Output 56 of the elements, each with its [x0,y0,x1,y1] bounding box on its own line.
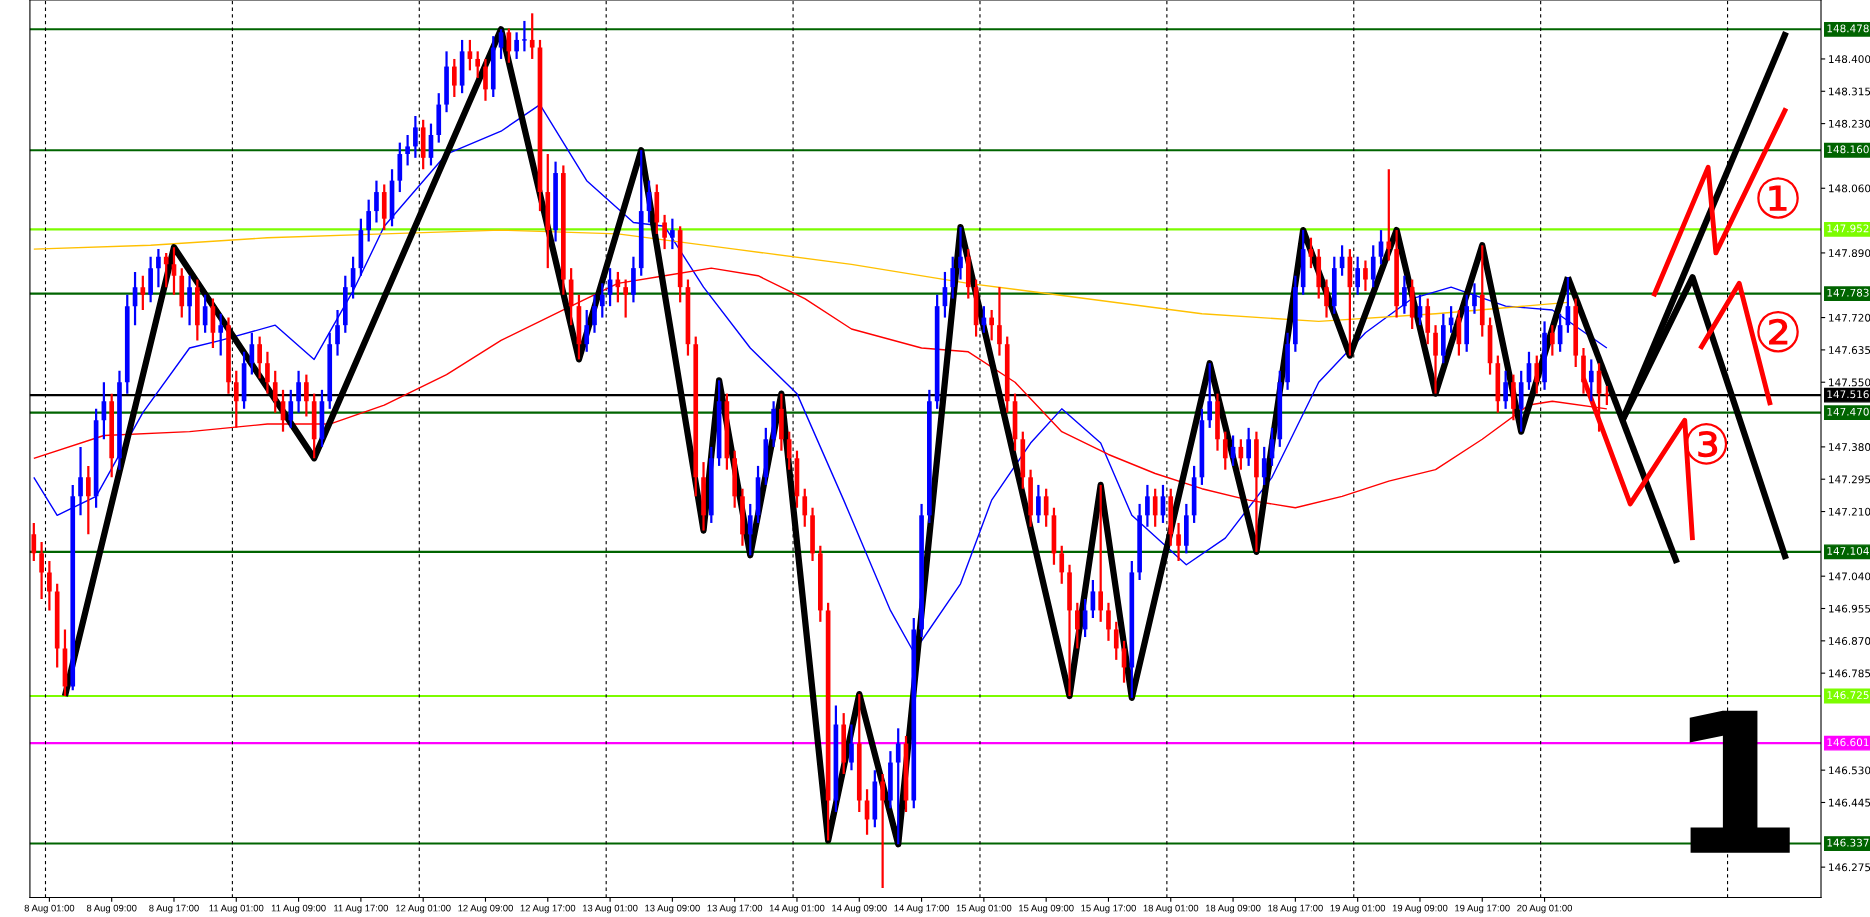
y-tick-label: 147.210 [1829,507,1870,516]
y-tick-label: 148.315 [1829,87,1870,96]
x-tick-label: 8 Aug 01:00 [24,904,75,914]
x-tick-label: 14 Aug 09:00 [832,904,887,914]
x-tick-label: 12 Aug 01:00 [396,904,451,914]
y-tick-label: 147.550 [1829,378,1870,387]
y-tick-label: 148.060 [1829,184,1870,193]
y-tick-label: 146.870 [1829,637,1870,645]
y-tick-label: 147.295 [1829,475,1870,484]
y-tick-label: 146.955 [1829,604,1870,613]
x-tick-label: 11 Aug 01:00 [209,904,264,914]
x-tick-label: 8 Aug 09:00 [86,904,137,914]
y-tick-label: 146.275 [1829,863,1870,872]
ref-line-label: 148.478 [1827,24,1869,33]
y-tick-label: 148.400 [1829,55,1870,64]
y-tick-label: 147.040 [1829,572,1870,581]
ref-line-label: 147.952 [1827,224,1869,233]
x-tick-label: 18 Aug 17:00 [1268,904,1323,914]
x-tick-label: 14 Aug 01:00 [769,904,825,914]
x-tick-label: 13 Aug 01:00 [582,904,638,914]
y-tick-label: 148.230 [1829,119,1870,128]
annotation: ② [1757,310,1799,353]
x-tick-label: 18 Aug 01:00 [1143,904,1199,914]
x-tick-label: 13 Aug 09:00 [645,904,700,914]
y-tick-label: 147.720 [1829,313,1870,322]
ref-line-label: 146.725 [1827,691,1869,700]
ref-line-label: 147.470 [1827,407,1869,416]
annotation: 1 [1689,710,1790,853]
y-tick-label: 147.890 [1829,249,1870,258]
ref-line-label: 146.337 [1827,838,1869,847]
y-tick-label: 147.380 [1829,443,1870,451]
ref-line-label: 147.104 [1827,546,1869,555]
x-tick-label: 15 Aug 17:00 [1081,904,1136,914]
x-tick-label: 19 Aug 01:00 [1330,904,1386,914]
x-tick-label: 18 Aug 09:00 [1205,904,1261,914]
y-tick-label: 146.445 [1829,798,1870,807]
x-tick-label: 19 Aug 09:00 [1392,904,1448,914]
ref-line-label: 147.516 [1827,390,1869,399]
x-tick-label: 14 Aug 17:00 [894,904,950,914]
x-tick-label: 12 Aug 09:00 [458,904,513,914]
x-tick-label: 20 Aug 01:00 [1517,904,1573,914]
x-tick-label: 12 Aug 17:00 [520,904,576,914]
ref-line-label: 148.160 [1827,145,1869,154]
x-tick-label: 11 Aug 09:00 [271,904,326,914]
x-tick-label: 19 Aug 17:00 [1455,904,1510,914]
x-tick-label: 11 Aug 17:00 [334,904,388,914]
y-tick-label: 147.635 [1829,346,1870,354]
x-tick-label: 15 Aug 01:00 [956,904,1012,914]
x-tick-label: 13 Aug 17:00 [707,904,763,914]
y-tick-label: 146.785 [1829,669,1870,678]
y-tick-label: 146.530 [1829,766,1870,775]
ref-line-label: 147.783 [1827,288,1869,297]
ref-line-label: 146.601 [1827,738,1869,747]
x-tick-label: 15 Aug 09:00 [1019,904,1074,914]
x-tick-label: 8 Aug 17:00 [149,904,199,914]
annotation: ① [1757,177,1799,219]
